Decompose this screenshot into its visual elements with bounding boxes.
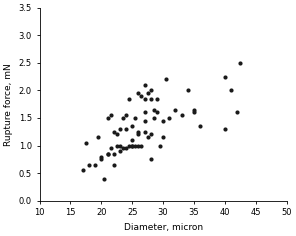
- Point: [133, 144, 138, 148]
- Point: [108, 146, 113, 150]
- Point: [87, 163, 91, 167]
- Point: [167, 116, 172, 120]
- Point: [148, 97, 153, 101]
- Point: [96, 135, 101, 139]
- Point: [142, 110, 147, 114]
- Point: [192, 110, 196, 114]
- X-axis label: Diameter, micron: Diameter, micron: [123, 223, 203, 232]
- Point: [127, 97, 131, 101]
- Point: [130, 138, 135, 142]
- Point: [99, 155, 104, 158]
- Point: [124, 113, 128, 117]
- Point: [118, 149, 122, 153]
- Point: [115, 144, 119, 148]
- Point: [192, 108, 196, 112]
- Point: [105, 152, 110, 156]
- Point: [152, 108, 156, 112]
- Point: [127, 144, 131, 148]
- Point: [142, 83, 147, 87]
- Point: [142, 119, 147, 122]
- Point: [223, 127, 227, 131]
- Point: [179, 113, 184, 117]
- Point: [81, 169, 85, 172]
- Point: [238, 61, 243, 65]
- Point: [198, 124, 202, 128]
- Point: [130, 144, 135, 148]
- Y-axis label: Rupture force, mN: Rupture force, mN: [4, 63, 13, 146]
- Point: [139, 94, 144, 98]
- Point: [148, 133, 153, 136]
- Point: [164, 77, 168, 81]
- Point: [130, 144, 135, 148]
- Point: [173, 108, 178, 112]
- Point: [142, 97, 147, 101]
- Point: [155, 97, 159, 101]
- Point: [111, 163, 116, 167]
- Point: [99, 157, 104, 161]
- Point: [145, 91, 150, 95]
- Point: [235, 110, 239, 114]
- Point: [229, 88, 233, 92]
- Point: [102, 177, 107, 181]
- Point: [83, 141, 88, 145]
- Point: [105, 116, 110, 120]
- Point: [148, 157, 153, 161]
- Point: [152, 116, 156, 120]
- Point: [118, 144, 122, 148]
- Point: [124, 127, 128, 131]
- Point: [136, 133, 141, 136]
- Point: [130, 124, 135, 128]
- Point: [145, 135, 150, 139]
- Point: [108, 113, 113, 117]
- Point: [93, 163, 98, 167]
- Point: [142, 130, 147, 134]
- Point: [161, 135, 165, 139]
- Point: [136, 144, 141, 148]
- Point: [148, 88, 153, 92]
- Point: [185, 88, 190, 92]
- Point: [120, 116, 125, 120]
- Point: [155, 110, 159, 114]
- Point: [161, 119, 165, 122]
- Point: [111, 130, 116, 134]
- Point: [111, 152, 116, 156]
- Point: [120, 146, 125, 150]
- Point: [136, 130, 141, 134]
- Point: [118, 127, 122, 131]
- Point: [105, 152, 110, 156]
- Point: [133, 116, 138, 120]
- Point: [136, 91, 141, 95]
- Point: [124, 146, 128, 150]
- Point: [115, 133, 119, 136]
- Point: [139, 144, 144, 148]
- Point: [158, 144, 163, 148]
- Point: [223, 75, 227, 79]
